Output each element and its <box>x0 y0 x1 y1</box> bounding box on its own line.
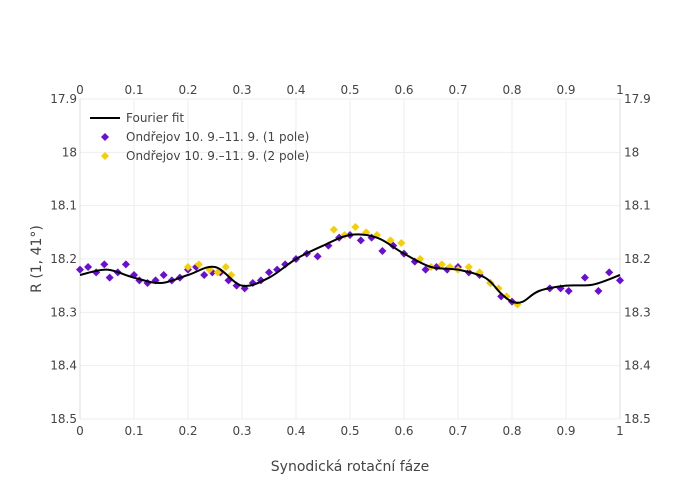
x-axis-bottom: 0 0.1 0.2 0.3 0.4 0.5 0.6 0.7 0.8 0.9 1 <box>76 424 624 438</box>
x-tick-label-top: 0 <box>76 83 84 97</box>
data-point[interactable] <box>502 292 511 301</box>
x-tick-label-top: 0.3 <box>232 83 251 97</box>
series-layer <box>76 223 624 309</box>
data-point[interactable] <box>464 263 473 271</box>
data-point[interactable] <box>397 239 406 247</box>
data-point[interactable] <box>494 284 503 293</box>
x-tick-label-bottom: 0.2 <box>178 424 197 438</box>
series-markers <box>184 223 522 309</box>
y-tick-label-right: 18 <box>624 145 639 159</box>
x-tick-label-bottom: 1 <box>616 424 624 438</box>
x-tick-label-bottom: 0.3 <box>232 424 251 438</box>
x-tick-label-bottom: 0.7 <box>448 424 467 438</box>
data-point[interactable] <box>313 252 322 261</box>
data-point[interactable] <box>356 236 365 245</box>
y-tick-label-right: 18.3 <box>624 305 651 319</box>
data-point[interactable] <box>564 287 573 295</box>
x-tick-label-top: 0.6 <box>394 83 413 97</box>
legend-item[interactable]: Fourier fit <box>90 111 184 125</box>
y-tick-label-right: 18.5 <box>624 412 651 426</box>
legend-label: Ondřejov 10. 9.–11. 9. (2 pole) <box>126 149 309 163</box>
data-point[interactable] <box>329 225 338 234</box>
data-point[interactable] <box>105 273 114 282</box>
legend-item[interactable]: Ondřejov 10. 9.–11. 9. (1 pole) <box>101 130 309 144</box>
x-tick-label-top: 0.2 <box>178 83 197 97</box>
y-tick-label-left: 18.3 <box>50 305 77 319</box>
x-tick-label-top: 0.8 <box>502 83 521 97</box>
x-tick-label-bottom: 0 <box>76 424 84 438</box>
x-tick-label-top: 0.4 <box>286 83 305 97</box>
data-point[interactable] <box>421 265 430 274</box>
x-tick-label-bottom: 0.5 <box>340 424 359 438</box>
y-axis-left: 17.9 18 18.1 18.2 18.3 18.4 18.5 <box>50 92 77 426</box>
y-tick-label-left: 18.4 <box>50 359 77 373</box>
x-tick-label-top: 0.9 <box>556 83 575 97</box>
legend-label: Ondřejov 10. 9.–11. 9. (1 pole) <box>126 130 309 144</box>
x-axis-top: 0 0.1 0.2 0.3 0.4 0.5 0.6 0.7 0.8 0.9 1 <box>76 83 624 97</box>
legend-marker-swatch <box>101 133 109 141</box>
y-tick-label-left: 18.5 <box>50 412 77 426</box>
y-tick-label-right: 18.4 <box>624 359 651 373</box>
y-tick-label-left: 18.1 <box>50 199 77 213</box>
plot-frame <box>79 99 621 419</box>
data-point[interactable] <box>121 260 130 269</box>
x-tick-label-bottom: 0.9 <box>556 424 575 438</box>
data-point[interactable] <box>184 263 192 271</box>
y-axis-right: 17.9 18 18.1 18.2 18.3 18.4 18.5 <box>624 92 651 426</box>
y-tick-label-right: 17.9 <box>624 92 651 106</box>
legend[interactable]: Fourier fit Ondřejov 10. 9.–11. 9. (1 pol… <box>90 111 309 163</box>
data-point[interactable] <box>265 268 273 277</box>
data-point[interactable] <box>200 271 209 279</box>
x-tick-label-top: 1 <box>616 83 624 97</box>
legend-label: Fourier fit <box>126 111 184 125</box>
y-tick-label-right: 18.1 <box>624 199 651 213</box>
x-tick-label-top: 0.7 <box>448 83 467 97</box>
x-tick-label-bottom: 0.4 <box>286 424 305 438</box>
data-point[interactable] <box>159 271 168 279</box>
data-point[interactable] <box>84 263 93 271</box>
data-point[interactable] <box>616 276 624 285</box>
data-point[interactable] <box>437 260 446 269</box>
data-point[interactable] <box>605 268 614 277</box>
x-axis-title: Synodická rotační fáze <box>271 459 429 475</box>
y-axis-title: R (1, 41°) <box>29 225 45 293</box>
x-tick-label-top: 0.1 <box>124 83 143 97</box>
grid <box>79 98 621 420</box>
x-tick-label-top: 0.5 <box>340 83 359 97</box>
data-point[interactable] <box>594 287 603 295</box>
x-tick-label-bottom: 0.8 <box>502 424 521 438</box>
legend-marker-swatch <box>101 152 109 160</box>
y-tick-label-right: 18.2 <box>624 252 651 266</box>
data-point[interactable] <box>100 260 109 269</box>
data-point[interactable] <box>351 223 360 231</box>
y-tick-label-left: 17.9 <box>50 92 77 106</box>
fourier-fit-line <box>79 233 621 304</box>
data-point[interactable] <box>221 263 230 271</box>
x-tick-label-bottom: 0.1 <box>124 424 143 438</box>
x-tick-label-bottom: 0.6 <box>394 424 413 438</box>
y-tick-label-left: 18.2 <box>50 252 77 266</box>
y-tick-label-left: 18 <box>62 145 77 159</box>
data-point[interactable] <box>386 236 395 245</box>
data-point[interactable] <box>194 260 203 269</box>
legend-item[interactable]: Ondřejov 10. 9.–11. 9. (2 pole) <box>101 149 309 163</box>
data-point[interactable] <box>76 265 84 274</box>
data-point[interactable] <box>378 247 387 255</box>
data-point[interactable] <box>580 273 589 282</box>
